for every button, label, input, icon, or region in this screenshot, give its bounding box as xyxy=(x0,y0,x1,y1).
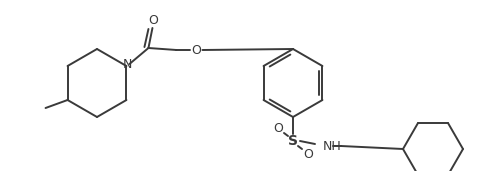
Text: NH: NH xyxy=(323,141,342,154)
Text: O: O xyxy=(303,148,313,161)
Text: S: S xyxy=(288,134,298,148)
Text: N: N xyxy=(123,58,132,71)
Text: O: O xyxy=(148,15,159,28)
Text: O: O xyxy=(273,122,283,135)
Text: O: O xyxy=(191,43,201,56)
